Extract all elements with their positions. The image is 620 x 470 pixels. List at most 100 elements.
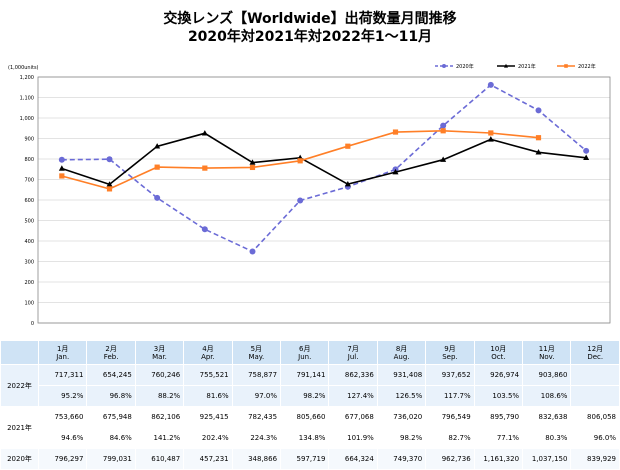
legend-marker [564,64,568,68]
ratio-cell: 95.2% [37,385,88,407]
data-point [344,181,351,187]
grid-lines [37,76,611,324]
data-point [487,81,494,88]
month-jp: 2月 [105,344,117,353]
value-cell: 749,370 [376,448,427,470]
ratio-cell: 97.0% [231,385,282,407]
data-point [106,186,113,192]
legend-item-2021年: 2021年 [497,63,536,70]
data-point [583,147,590,154]
data-point [201,226,208,233]
value-cell: 782,435 [231,406,282,428]
line-chart: (1,000units) 0 100 200 300 400 500 600 700 800 90… [8,63,611,327]
month-en: Feb. [103,352,119,361]
y-tick-label: 1,000 [20,116,34,122]
series-line [61,83,587,253]
month-jp: 9月 [444,344,456,353]
value-cell: 925,415 [183,406,233,428]
table-row: 2021年 753,660 675,948 862,106 925,415 782,435… [0,406,620,449]
ratio-row: 94.6% 84.6% 141.2% 202.4% 224.3% 134.8% 101.9%… [1,427,620,449]
legend-label: 2022年 [578,63,596,70]
value-cell: 806,058 [570,406,620,428]
ratio-cell: 96.8% [86,385,136,407]
month-header: 3月 Mar. [134,340,185,365]
month-jp: 6月 [299,344,311,353]
value-cell: 457,231 [183,448,233,470]
legend-label: 2021年 [518,63,536,70]
month-en: May. [248,352,265,361]
value-cell: 895,790 [473,406,524,428]
data-point [487,136,494,142]
value-cell: 1,037,150 [522,448,572,470]
y-tick-label: 600 [24,198,34,204]
data-point [440,122,447,129]
year-label: 2021年 [0,406,39,449]
value-cell: 903,860 [522,364,572,386]
data-point [392,168,399,175]
month-header: 9月 Sep. [425,340,475,365]
value-cell: 654,245 [86,364,136,386]
data-point [583,154,590,160]
value-cell: 664,324 [328,448,378,470]
table-corner-cell [0,340,39,365]
data-point [58,165,65,171]
month-header: 6月 Jun. [280,340,330,365]
chart-title: 交換レンズ【Worldwide】出荷数量月間推移 2020年対2021年対202… [0,10,620,46]
y-tick-label: 900 [24,137,34,143]
value-cell: 962,736 [425,448,475,470]
month-en: Apr. [201,352,215,361]
legend-item-2022年: 2022年 [557,63,596,70]
data-point [297,197,304,204]
ratio-cell: 101.9% [328,427,378,449]
value-cell: 597,719 [280,448,330,470]
month-jp: 3月 [153,344,166,353]
value-cell: 931,408 [376,364,427,386]
data-point [201,130,208,136]
y-tick-label: 700 [24,178,34,184]
series-2020年 [58,81,590,255]
month-en: Oct. [491,352,506,361]
data-point [535,107,542,114]
ratio-cell: 103.5% [473,385,524,407]
plot-area [58,81,590,255]
value-cell: 675,948 [86,406,136,428]
month-header: 2月 Feb. [86,340,136,365]
value-cell: 348,866 [231,448,282,470]
data-point [154,143,161,149]
month-header: 10月 Oct. [473,340,524,365]
ratio-cell [570,385,620,407]
data-point [249,164,256,171]
ratio-cell: 94.6% [37,427,88,449]
ratio-cell: 82.7% [425,427,475,449]
ratio-cell: 98.2% [280,385,330,407]
ratio-cell: 88.2% [134,385,185,407]
data-point [535,149,542,155]
month-jp: 4月 [202,344,214,353]
month-en: Mar. [152,352,167,361]
y-tick-label: 1,200 [20,75,34,81]
value-cell: 755,521 [183,364,233,386]
series-2022年 [59,128,542,192]
data-point [249,248,256,255]
month-jp: 1月 [56,344,69,353]
y-tick-label: 0 [31,321,34,327]
ratio-cell: 80.3% [522,427,572,449]
ratio-cell: 117.7% [425,385,475,407]
title-line-2: 2020年対2021年対2022年1～11月 [187,29,433,45]
y-tick-label: 800 [24,157,34,163]
month-en: Jan. [56,352,70,361]
month-header: 5月 May. [231,340,282,365]
table-row: 2022年 717,311 654,245 760,246 755,521 758,877… [0,364,620,407]
y-tick-label: 100 [24,301,34,307]
data-point [154,194,161,201]
y-axis: 0 100 200 300 400 500 600 700 800 900 1,000 1,100 1,… [20,75,34,327]
month-en: Nov. [539,352,555,361]
y-tick-label: 200 [24,280,34,286]
value-cell: 610,487 [134,448,185,470]
ratio-cell: 77.1% [473,427,524,449]
ratio-cell: 126.5% [376,385,427,407]
legend-label: 2020年 [456,63,474,70]
value-cell: 791,141 [280,364,330,386]
month-header: 8月 Aug. [376,340,427,365]
month-header: 12月 Dec. [570,340,620,365]
